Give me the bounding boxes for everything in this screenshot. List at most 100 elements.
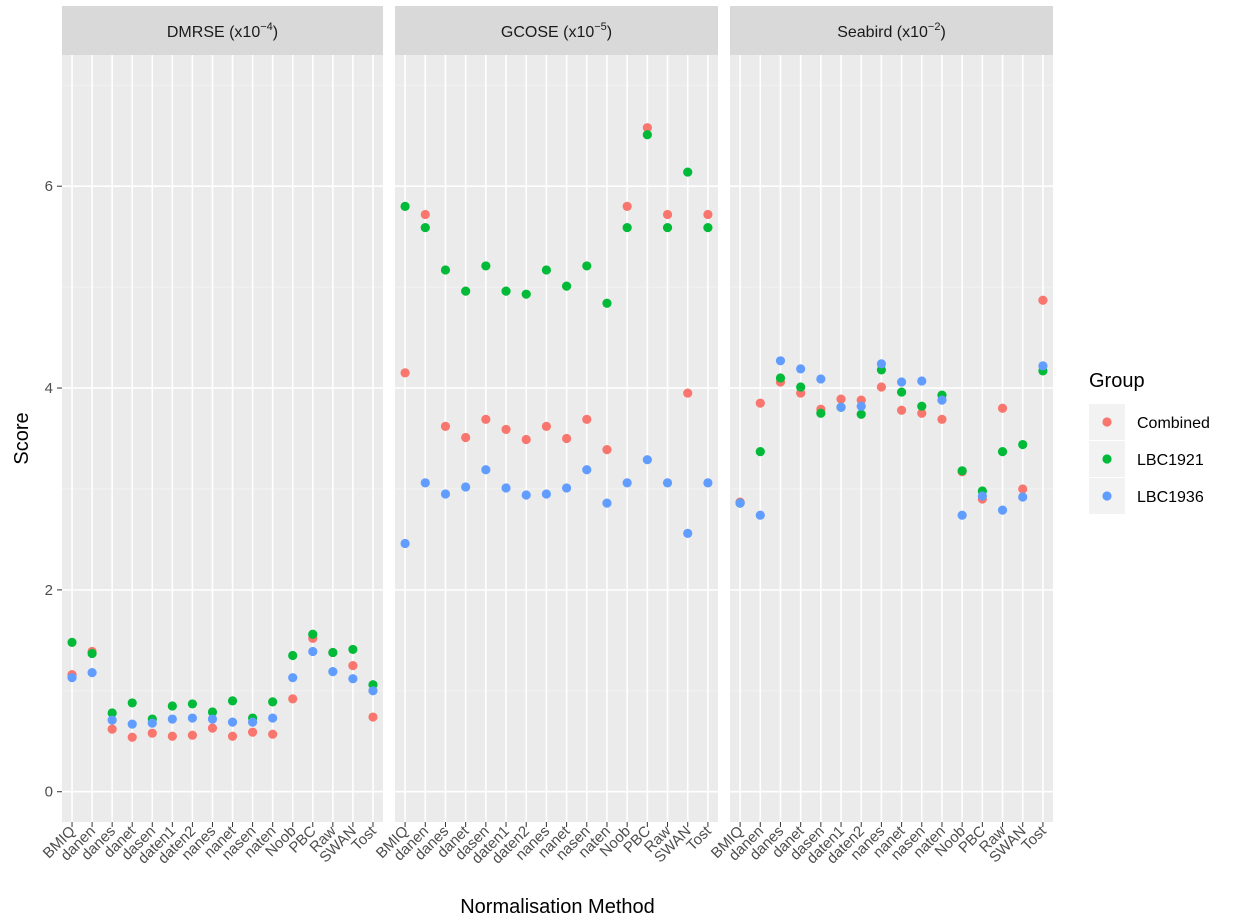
legend-swatch-combined	[1102, 417, 1112, 427]
data-point-lbc1936	[348, 674, 358, 684]
data-point-combined	[582, 414, 592, 424]
data-point-lbc1936	[816, 374, 826, 384]
data-point-lbc1936	[400, 538, 410, 549]
data-point-lbc1936	[642, 455, 652, 465]
data-point-lbc1921	[957, 466, 967, 476]
data-point-combined	[876, 382, 887, 392]
data-point-combined	[703, 209, 713, 220]
data-point-combined	[461, 432, 471, 443]
data-point-lbc1921	[796, 382, 806, 392]
y-tick-label: 0	[45, 784, 53, 801]
panel-2: GCOSE (x10−5)BMIQdanendanesdanetdasendat…	[373, 6, 718, 867]
data-point-lbc1936	[87, 668, 97, 678]
data-point-combined	[147, 728, 157, 738]
data-point-combined	[207, 723, 218, 733]
data-point-lbc1936	[775, 356, 786, 366]
data-point-lbc1921	[107, 708, 117, 718]
data-point-lbc1936	[288, 673, 298, 683]
data-point-lbc1921	[683, 167, 693, 177]
data-point-lbc1921	[67, 637, 77, 647]
data-point-lbc1921	[400, 201, 410, 211]
data-point-lbc1921	[167, 701, 177, 711]
data-point-lbc1921	[481, 261, 491, 271]
data-point-lbc1921	[541, 265, 552, 275]
y-tick-label: 2	[45, 582, 53, 599]
data-point-lbc1921	[816, 408, 826, 418]
panel-strip	[730, 6, 1053, 55]
data-point-lbc1936	[207, 714, 218, 724]
data-point-lbc1921	[856, 409, 866, 419]
data-point-lbc1936	[856, 401, 866, 411]
x-tick-label: Tost	[1018, 822, 1050, 854]
data-point-combined	[896, 405, 907, 415]
y-tick-label: 6	[45, 178, 53, 195]
data-point-lbc1921	[561, 281, 572, 291]
data-point-lbc1936	[67, 673, 77, 683]
data-point-lbc1936	[521, 490, 531, 500]
data-point-combined	[440, 421, 451, 431]
data-point-combined	[642, 123, 652, 133]
data-point-lbc1936	[481, 465, 491, 475]
legend-swatch-lbc1936	[1102, 491, 1112, 501]
data-point-lbc1921	[461, 286, 471, 296]
data-point-lbc1936	[328, 667, 338, 677]
panel-strip	[395, 6, 718, 55]
data-point-lbc1921	[328, 647, 338, 658]
data-point-lbc1921	[521, 289, 531, 299]
data-point-lbc1936	[268, 713, 278, 723]
data-point-lbc1921	[703, 222, 713, 233]
data-point-lbc1936	[127, 719, 137, 729]
data-point-lbc1921	[227, 696, 238, 706]
data-point-lbc1936	[420, 478, 430, 488]
data-point-lbc1921	[420, 222, 430, 233]
data-point-lbc1936	[937, 395, 947, 405]
data-point-lbc1936	[896, 377, 907, 387]
data-point-lbc1921	[501, 286, 511, 296]
data-point-lbc1921	[87, 648, 97, 659]
data-point-lbc1921	[348, 644, 358, 655]
data-point-lbc1936	[876, 359, 887, 369]
data-point-lbc1921	[207, 707, 218, 717]
data-point-lbc1936	[602, 498, 612, 508]
data-point-lbc1936	[755, 510, 765, 520]
data-point-combined	[167, 731, 177, 741]
data-point-combined	[755, 398, 765, 408]
data-point-combined	[662, 209, 673, 220]
data-point-combined	[622, 201, 632, 211]
data-point-combined	[107, 724, 117, 734]
data-point-lbc1936	[1018, 492, 1028, 502]
data-point-lbc1936	[227, 717, 238, 727]
data-point-lbc1921	[622, 222, 632, 233]
legend-label: LBC1936	[1137, 489, 1204, 506]
data-point-lbc1936	[147, 718, 157, 728]
data-point-lbc1921	[187, 699, 198, 709]
data-point-lbc1936	[957, 510, 967, 520]
data-point-lbc1936	[836, 402, 846, 412]
data-point-lbc1936	[501, 483, 511, 493]
panel-strip	[62, 6, 383, 55]
data-point-combined	[1018, 484, 1028, 494]
data-point-lbc1936	[440, 489, 451, 499]
data-point-lbc1921	[997, 447, 1008, 457]
data-point-combined	[268, 729, 278, 739]
legend-swatch-lbc1921	[1102, 454, 1112, 464]
data-point-combined	[917, 408, 927, 418]
data-point-combined	[127, 732, 137, 742]
panel-1: DMRSE (x10−4)BMIQdanendanesdanetdasendat…	[40, 6, 383, 867]
data-point-lbc1921	[755, 447, 765, 457]
data-point-lbc1921	[582, 261, 592, 271]
data-point-combined	[836, 394, 846, 404]
data-point-lbc1921	[268, 697, 278, 707]
panel-strip-label: Seabird (x10−2)	[837, 21, 946, 41]
data-point-lbc1921	[308, 629, 318, 639]
data-point-lbc1936	[187, 713, 198, 723]
data-point-lbc1921	[642, 130, 652, 140]
data-point-lbc1936	[461, 482, 471, 492]
data-point-combined	[1038, 295, 1048, 305]
data-point-lbc1921	[1018, 439, 1028, 450]
y-axis-title: Score	[11, 412, 33, 464]
panel-3: Seabird (x10−2)BMIQdanendanesdanetdasend…	[708, 6, 1053, 867]
legend-label: LBC1921	[1137, 452, 1204, 469]
data-point-lbc1921	[127, 698, 137, 708]
